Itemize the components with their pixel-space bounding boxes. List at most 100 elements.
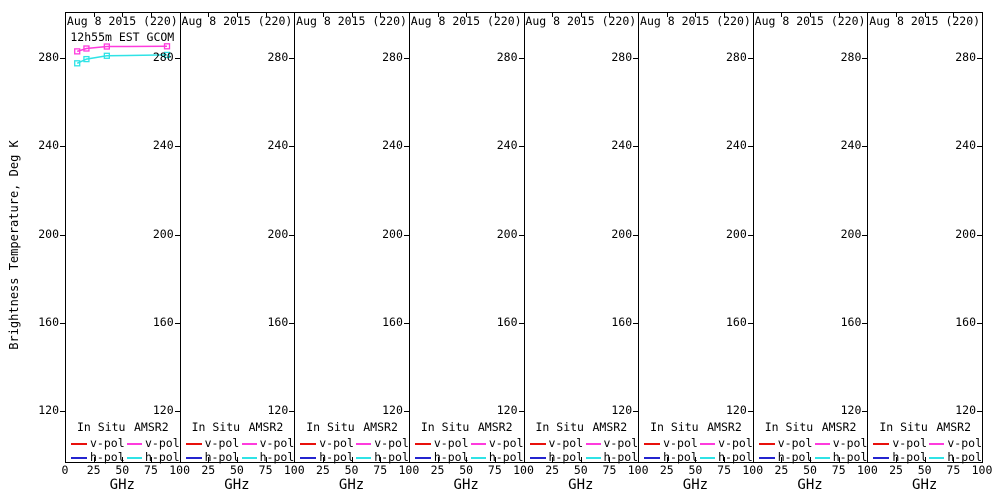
legend-header-amsr2: AMSR2: [363, 420, 398, 434]
legend-swatch-amsr2-v-pol: [814, 443, 830, 445]
x-tick-mark-top: [609, 12, 611, 17]
legend-label-insitu-h-pol: h-pol: [204, 450, 240, 464]
y-tick-mark: [518, 411, 524, 412]
x-tick-label-hundred: 100: [283, 463, 305, 477]
legend-header-insitu: In Situ: [77, 420, 126, 434]
x-tick-mark-top: [552, 12, 554, 17]
x-tick-mark-bottom: [896, 457, 898, 462]
x-tick-label-hundred: 100: [169, 463, 191, 477]
amsr2-v-pol-line: [76, 45, 168, 53]
panel-border: [408, 12, 410, 462]
panel-title: Aug 8 2015 (220): [525, 14, 637, 28]
y-tick-label: 240: [496, 138, 518, 152]
y-tick-mark: [747, 323, 753, 324]
legend-label-amsr2-v-pol: v-pol: [718, 436, 753, 450]
x-tick-label: 75: [373, 463, 388, 477]
y-tick-label: 240: [382, 138, 403, 152]
legend-swatch-amsr2-h-pol: [241, 457, 257, 459]
y-tick-mark: [174, 235, 180, 236]
x-tick-mark-bottom: [208, 457, 210, 462]
legend-swatch-insitu-h-pol: [71, 457, 87, 459]
y-tick-mark: [977, 146, 982, 147]
y-tick-mark: [289, 323, 295, 324]
amsr2-v-pol-marker: [83, 45, 90, 52]
y-tick-mark: [174, 323, 180, 324]
x-tick-mark-top: [150, 12, 152, 17]
legend-header-amsr2: AMSR2: [477, 420, 513, 434]
y-tick-mark: [174, 411, 180, 412]
amsr2-h-pol-marker: [103, 52, 110, 59]
x-tick-label-hundred: 100: [513, 463, 534, 477]
x-axis-title: GHz: [568, 477, 594, 493]
y-tick-label: 200: [267, 227, 289, 241]
y-tick-label: 120: [38, 403, 59, 417]
x-tick-mark-top: [380, 12, 382, 17]
x-axis-title: GHz: [224, 477, 250, 493]
panel-border: [638, 12, 640, 462]
y-tick-label: 280: [382, 50, 403, 64]
legend-label-insitu-v-pol: v-pol: [433, 436, 469, 450]
legend-header-insitu: In Situ: [879, 420, 928, 434]
panel-title: Aug 8 2015 (220): [869, 14, 981, 28]
legend-swatch-insitu-v-pol: [185, 443, 202, 445]
legend-label-amsr2-v-pol: v-pol: [145, 436, 180, 450]
legend-swatch-insitu-h-pol: [529, 457, 546, 459]
y-tick-label: 240: [725, 138, 747, 152]
amsr2-v-pol-marker: [74, 48, 81, 55]
x-tick-mark-top: [322, 12, 324, 17]
panel-title: Aug 8 2015 (220): [66, 14, 178, 28]
legend-label-amsr2-h-pol: h-pol: [947, 450, 982, 464]
x-tick-label: 50: [115, 463, 130, 477]
x-tick-mark-top: [953, 12, 955, 17]
legend-swatch-amsr2-h-pol: [127, 457, 142, 459]
y-tick-mark: [747, 411, 753, 412]
x-tick-label: 75: [717, 463, 732, 477]
legend-label-insitu-v-pol: v-pol: [319, 436, 354, 450]
y-tick-label: 160: [382, 315, 403, 329]
y-tick-label: 120: [496, 403, 518, 417]
panel-title: Aug 8 2015 (220): [754, 14, 866, 28]
x-tick-mark-top: [93, 12, 95, 17]
y-tick-label: 160: [611, 315, 633, 329]
y-tick-mark: [403, 411, 409, 412]
legend-label-insitu-h-pol: h-pol: [90, 450, 125, 464]
x-tick-label: 75: [144, 463, 158, 477]
panel-border: [752, 12, 754, 462]
legend-label-insitu-v-pol: v-pol: [892, 436, 927, 450]
y-tick-mark: [862, 323, 868, 324]
x-tick-label-hundred: 100: [856, 463, 878, 477]
x-tick-label: 25: [889, 463, 903, 477]
legend-swatch-insitu-v-pol: [873, 443, 890, 445]
y-tick-mark: [60, 235, 65, 236]
legend-swatch-insitu-v-pol: [529, 443, 546, 445]
y-tick-label: 160: [840, 315, 862, 329]
legend-swatch-insitu-h-pol: [185, 457, 202, 459]
x-axis-title: GHz: [109, 477, 135, 493]
y-tick-label: 160: [38, 315, 59, 329]
y-tick-label: 280: [611, 50, 633, 64]
legend-swatch-insitu-v-pol: [758, 443, 775, 445]
y-tick-label: 160: [955, 315, 976, 329]
x-axis-title: GHz: [797, 477, 823, 493]
legend-header-amsr2: AMSR2: [248, 420, 284, 434]
x-tick-label: 50: [917, 463, 932, 477]
legend-swatch-insitu-h-pol: [873, 457, 890, 459]
legend-header-amsr2: AMSR2: [134, 420, 169, 434]
legend-label-amsr2-h-pol: h-pol: [259, 450, 295, 464]
y-tick-mark: [747, 58, 753, 59]
panel-title: Aug 8 2015 (220): [296, 14, 407, 28]
x-tick-mark-top: [580, 12, 582, 17]
x-tick-mark-top: [466, 12, 468, 17]
legend-swatch-amsr2-h-pol: [814, 457, 830, 459]
x-tick-mark-top: [724, 12, 726, 17]
y-tick-label: 240: [840, 138, 862, 152]
x-tick-mark-bottom: [322, 457, 324, 462]
y-tick-label: 280: [267, 50, 289, 64]
amsr2-v-pol-marker: [103, 43, 110, 50]
x-tick-label: 50: [573, 463, 588, 477]
legend-header-insitu: In Situ: [306, 420, 355, 434]
y-tick-label: 160: [725, 315, 747, 329]
x-tick-mark-bottom: [810, 457, 812, 462]
panel-border: [179, 12, 181, 462]
